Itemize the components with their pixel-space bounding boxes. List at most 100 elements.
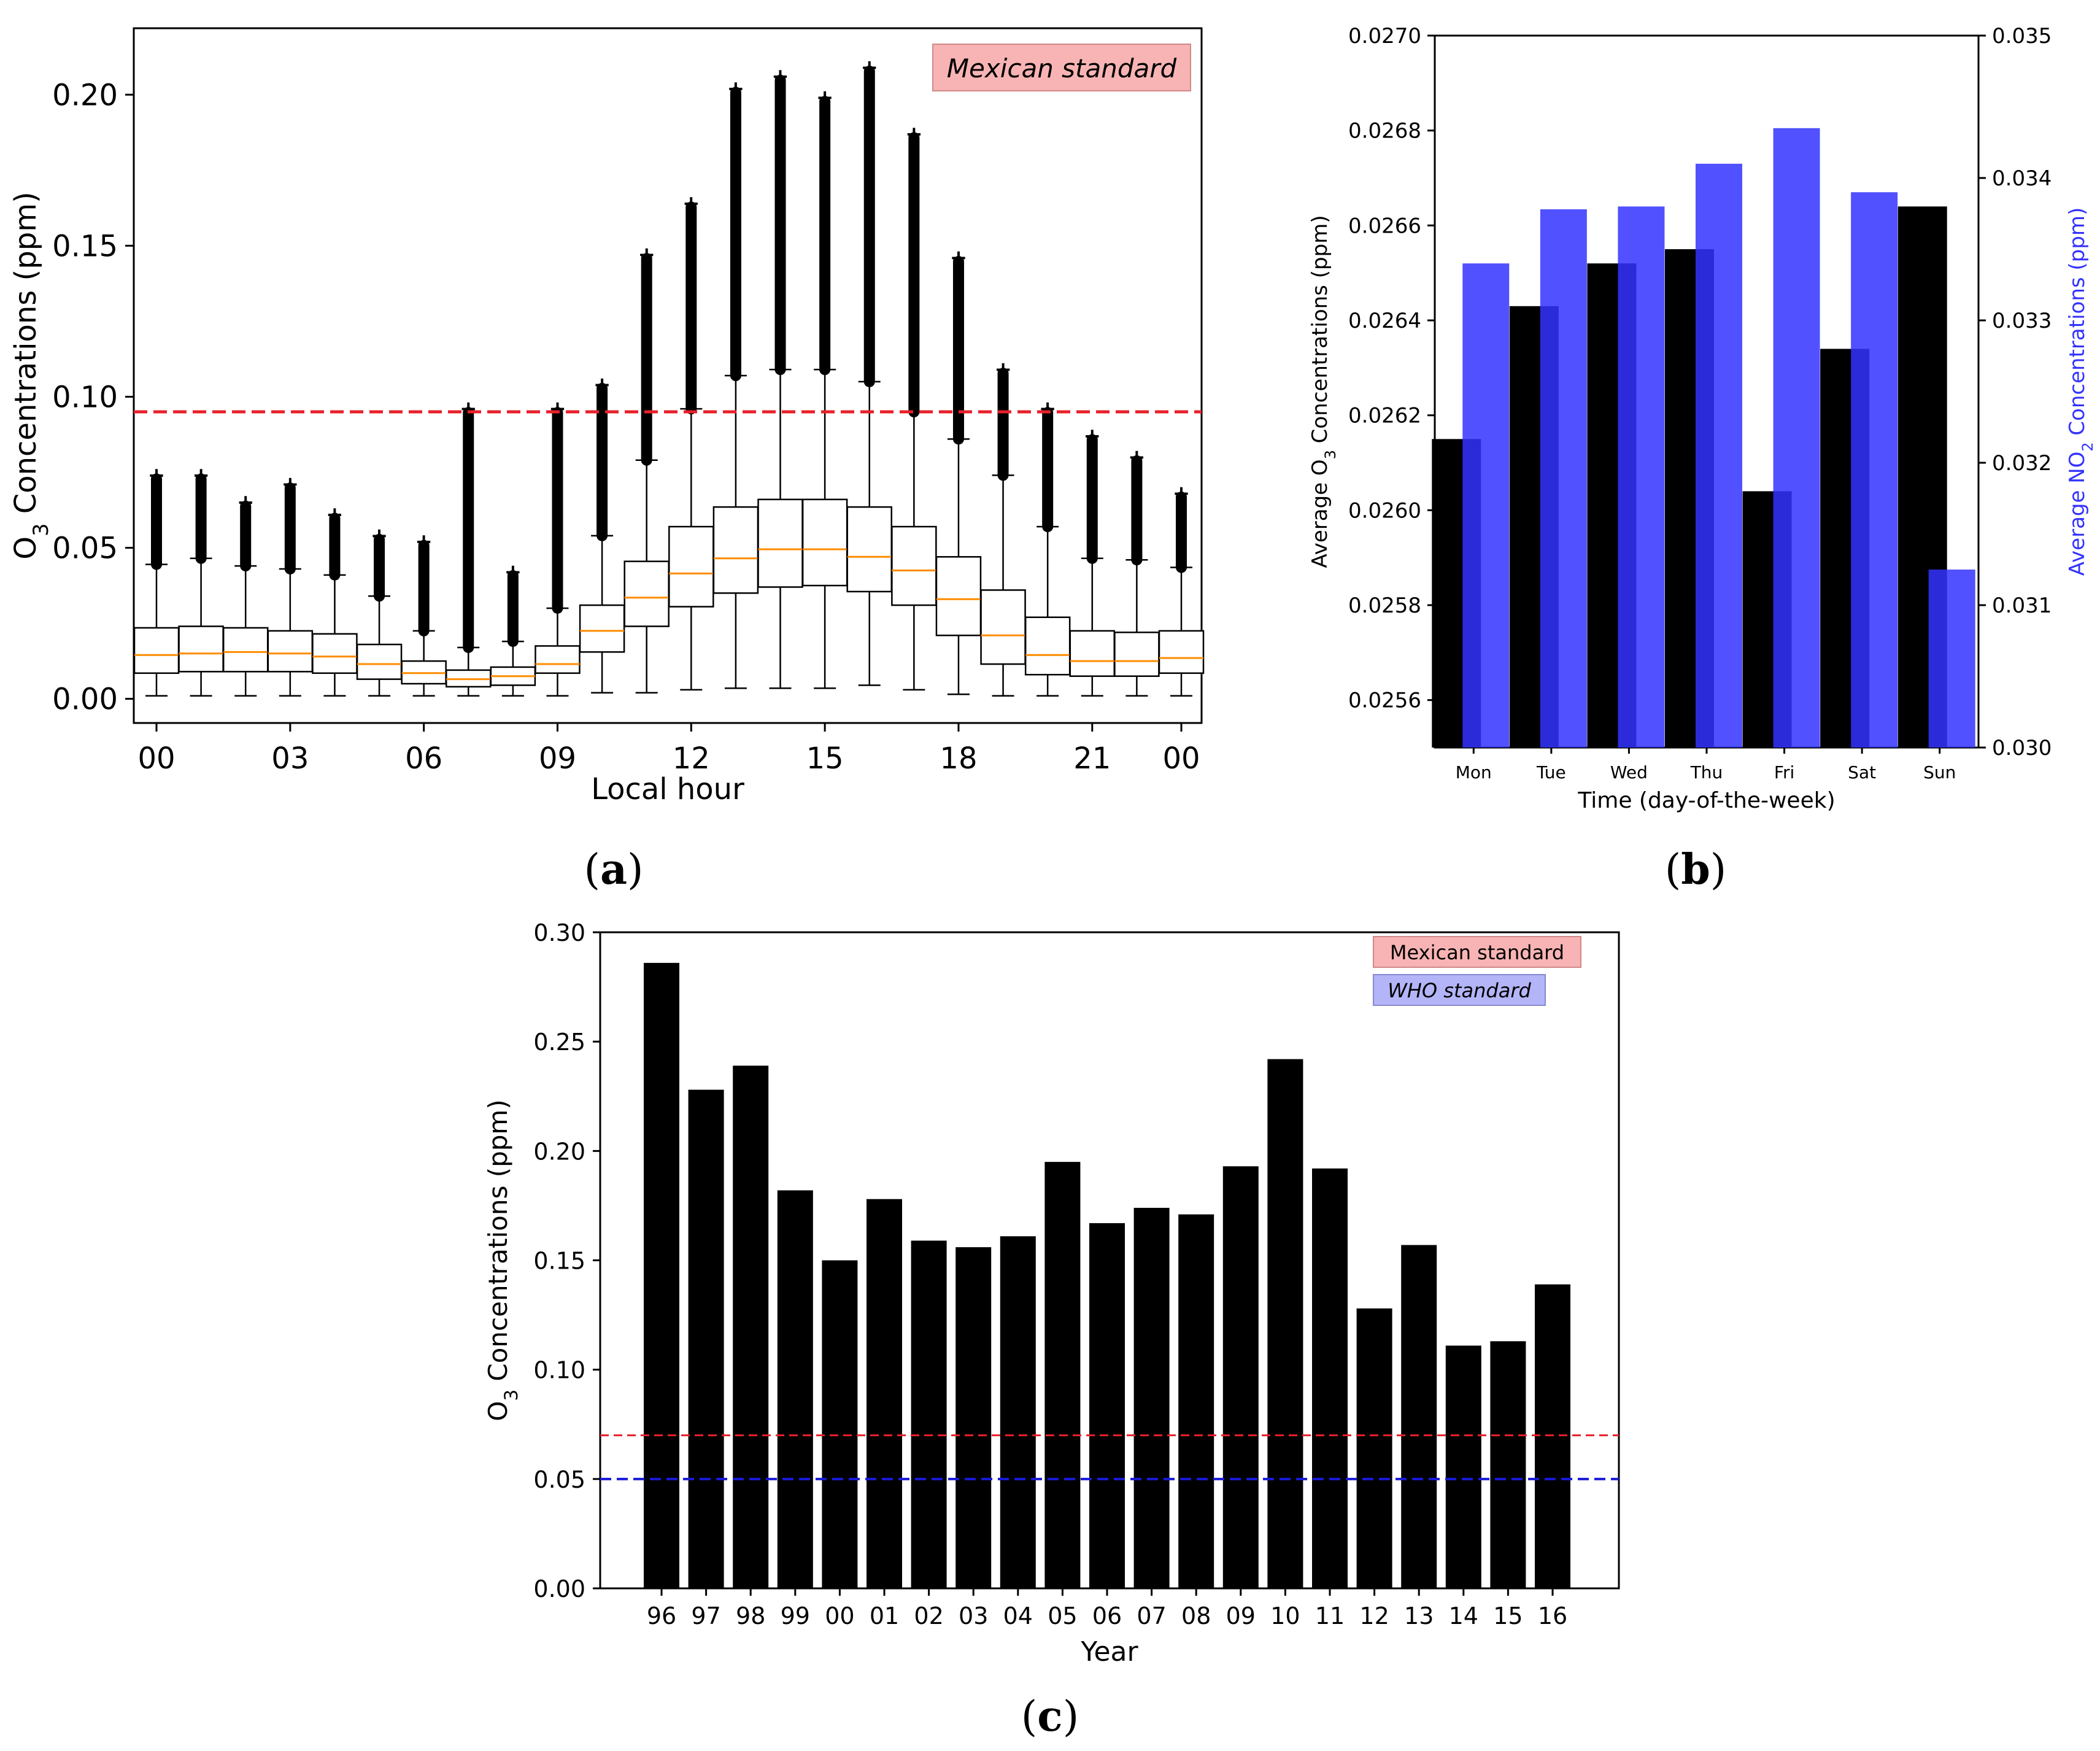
box-iqr bbox=[133, 627, 180, 675]
box-hour: + bbox=[846, 55, 892, 686]
box-hour: + bbox=[801, 85, 848, 689]
y-tick-label: 0.05 bbox=[533, 1466, 585, 1493]
bar-year bbox=[1401, 1245, 1437, 1588]
flier-marker: + bbox=[682, 191, 700, 215]
x-tick-label: 98 bbox=[736, 1602, 765, 1629]
x-tick-label: 08 bbox=[1181, 1602, 1211, 1629]
y-axis-title-right: Average NO2 Concentrations (ppm) bbox=[2065, 207, 2096, 576]
bar-year bbox=[867, 1199, 902, 1588]
bar-year bbox=[1089, 1223, 1125, 1588]
bar-year bbox=[1044, 1162, 1081, 1588]
y-tick-label-right: 0.035 bbox=[1992, 24, 2052, 48]
box-iqr bbox=[891, 525, 937, 606]
y-axis-title: O3 Concentrations (ppm) bbox=[483, 1099, 522, 1421]
legend-label: Mexican standard bbox=[947, 53, 1177, 83]
flier-marker: + bbox=[816, 85, 834, 110]
bar-year bbox=[1312, 1168, 1348, 1588]
bar-no2 bbox=[1462, 263, 1510, 748]
box-iqr bbox=[712, 506, 759, 594]
panel-a-boxplot: (a) 0.00 0.05 0.10 0.15 0.20 00 03 06 09 12 15 18 21… bbox=[9, 27, 1205, 894]
y-tick-label-left: 0.0270 bbox=[1348, 24, 1421, 48]
x-tick-label: 01 bbox=[870, 1602, 899, 1629]
x-tick-label: 06 bbox=[1092, 1602, 1122, 1629]
panel-b-label: (b) bbox=[1665, 845, 1727, 894]
x-tick-label: 97 bbox=[691, 1602, 720, 1629]
box-iqr bbox=[1158, 630, 1205, 675]
flier-marker: + bbox=[771, 64, 789, 89]
x-tick-label: 09 bbox=[1226, 1602, 1256, 1629]
flier-marker: + bbox=[1128, 445, 1146, 470]
flier-marker: + bbox=[905, 122, 923, 146]
legend-box bbox=[1373, 936, 1581, 968]
x-tick-label: Wed bbox=[1610, 762, 1648, 783]
legend-who-standard: WHO standard bbox=[1373, 974, 1546, 1006]
box-iqr bbox=[757, 498, 803, 588]
box-hour: + bbox=[356, 524, 403, 697]
y-tick-label: 0.20 bbox=[533, 1138, 585, 1165]
x-axis-title: Time (day-of-the-week) bbox=[1577, 788, 1835, 813]
flier-marker: + bbox=[638, 242, 655, 267]
flier-marker: + bbox=[460, 396, 477, 421]
bar-year bbox=[1535, 1284, 1570, 1588]
x-tick-label: 11 bbox=[1315, 1602, 1345, 1629]
x-axis-title: Year bbox=[1080, 1636, 1138, 1668]
flier-marker: + bbox=[237, 490, 255, 515]
box-iqr bbox=[1069, 630, 1116, 677]
flier-marker: + bbox=[326, 502, 344, 527]
flier-marker: + bbox=[148, 463, 166, 487]
box-iqr bbox=[801, 498, 848, 587]
box-hour: + bbox=[222, 490, 269, 697]
x-tick-label: 18 bbox=[940, 741, 977, 776]
box-iqr bbox=[935, 556, 982, 636]
x-tick-label: Sat bbox=[1848, 762, 1876, 783]
box-iqr bbox=[312, 633, 358, 675]
box-hour: + bbox=[712, 76, 759, 689]
x-tick-label: 00 bbox=[137, 741, 175, 776]
bar-year bbox=[1222, 1166, 1259, 1588]
bar-year bbox=[1133, 1207, 1170, 1588]
y-tick-label-left: 0.0264 bbox=[1348, 309, 1421, 333]
x-tick-label: 96 bbox=[647, 1602, 676, 1629]
flier-marker: + bbox=[593, 373, 611, 397]
bar-no2 bbox=[1540, 209, 1587, 748]
x-tick-label: Mon bbox=[1456, 762, 1492, 783]
flier-marker: + bbox=[504, 560, 522, 584]
y-tick-label: 0.00 bbox=[52, 682, 118, 717]
box-hour: + bbox=[980, 357, 1026, 697]
y-tick-label: 0.30 bbox=[533, 919, 585, 946]
box-hour: + bbox=[312, 502, 358, 697]
flier-marker: + bbox=[371, 524, 388, 548]
y-tick-label-left: 0.0256 bbox=[1348, 689, 1421, 713]
box-iqr bbox=[579, 604, 625, 653]
y-tick-label-left: 0.0260 bbox=[1348, 498, 1421, 523]
y-tick-label: 0.20 bbox=[52, 78, 118, 112]
box-iqr bbox=[356, 643, 403, 680]
box-hour: + bbox=[401, 530, 447, 697]
x-tick-label: 16 bbox=[1538, 1602, 1567, 1629]
y-tick-label: 0.10 bbox=[52, 380, 118, 414]
box-iqr bbox=[980, 589, 1026, 665]
box-iqr bbox=[1114, 632, 1160, 677]
box-hour: + bbox=[490, 560, 536, 697]
bar-no2 bbox=[1928, 570, 1975, 748]
box-hour: + bbox=[1158, 481, 1205, 697]
x-tick-label: 03 bbox=[959, 1602, 988, 1629]
x-tick-label: 07 bbox=[1137, 1602, 1166, 1629]
y-tick-label-left: 0.0268 bbox=[1348, 119, 1421, 144]
box-hour: + bbox=[267, 472, 314, 697]
x-tick-label: 12 bbox=[1359, 1602, 1389, 1629]
y-tick-label-left: 0.0258 bbox=[1348, 593, 1421, 618]
legend-label: Mexican standard bbox=[1390, 941, 1564, 964]
x-tick-label: 00 bbox=[825, 1602, 854, 1629]
flier-marker: + bbox=[1173, 481, 1191, 506]
bar-no2 bbox=[1773, 128, 1820, 748]
y-tick-label-right: 0.034 bbox=[1992, 166, 2052, 191]
bar-year bbox=[955, 1247, 992, 1588]
box-iqr bbox=[535, 645, 581, 675]
box-iqr bbox=[668, 525, 714, 608]
y-tick-label: 0.25 bbox=[533, 1029, 585, 1056]
flier-marker: + bbox=[192, 463, 210, 487]
box-hour: + bbox=[1024, 396, 1071, 697]
flier-marker: + bbox=[282, 472, 299, 497]
